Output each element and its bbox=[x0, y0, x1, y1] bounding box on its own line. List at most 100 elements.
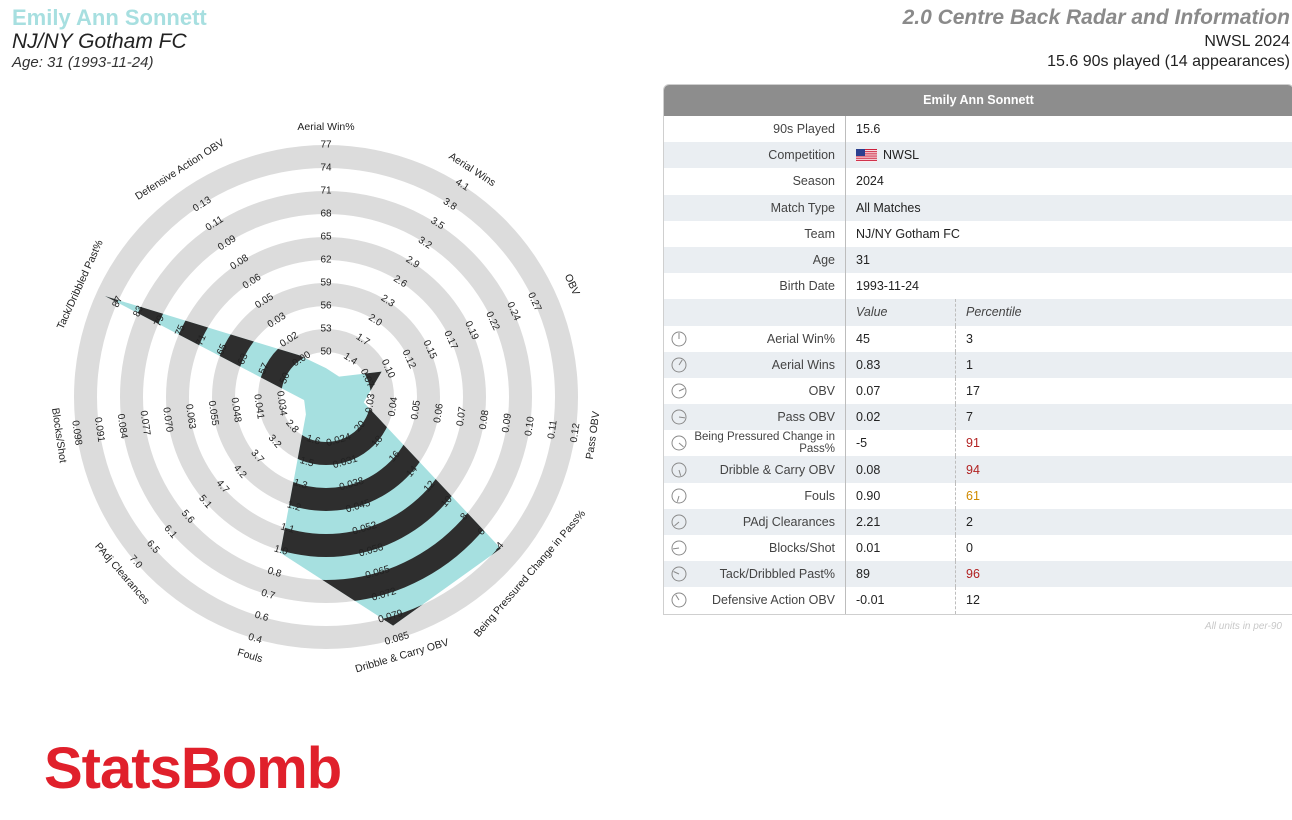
metric-label: Aerial Win% bbox=[694, 325, 846, 352]
age-line: Age: 31 (1993-11-24) bbox=[12, 54, 154, 71]
axis-label: Aerial Win% bbox=[297, 121, 354, 133]
table-row: Competition NWSL bbox=[664, 142, 1292, 169]
tick-label: 1.5 bbox=[299, 455, 316, 470]
metric-header-row: Value Percentile bbox=[664, 299, 1292, 326]
axis-label: OBV bbox=[562, 272, 582, 297]
info-value-text: 1993-11-24 bbox=[856, 279, 920, 294]
empty-cell bbox=[694, 299, 846, 326]
table-row: Defensive Action OBV -0.01 12 bbox=[664, 587, 1292, 614]
tick-label: 50 bbox=[320, 347, 332, 358]
tick-label: 0.4 bbox=[247, 632, 264, 647]
info-table: Emily Ann Sonnett 90s Played 15.6 Competit… bbox=[663, 84, 1292, 615]
metric-label: Fouls bbox=[694, 482, 846, 509]
tick-label: 56 bbox=[320, 301, 332, 312]
metric-value: 0.01 bbox=[846, 535, 956, 562]
played-line: 15.6 90s played (14 appearances) bbox=[1047, 53, 1290, 70]
metric-value: 0.08 bbox=[846, 456, 956, 483]
table-row: Team NJ/NY Gotham FC bbox=[664, 220, 1292, 247]
metric-value: 89 bbox=[846, 561, 956, 588]
tick-label: 50 bbox=[278, 371, 293, 386]
info-value: 1993-11-24 bbox=[846, 273, 919, 299]
tick-label: 75 bbox=[173, 323, 188, 338]
statsbomb-logo: StatsBomb bbox=[44, 736, 342, 801]
axis-label: Pass OBV bbox=[584, 411, 603, 461]
dial-icon bbox=[664, 561, 694, 587]
metric-label: Aerial Wins bbox=[694, 351, 846, 378]
tick-label: 8 bbox=[458, 511, 470, 523]
info-value: 31 bbox=[846, 247, 870, 273]
metric-percentile: 96 bbox=[966, 567, 980, 582]
metric-label: Dribble & Carry OBV bbox=[694, 456, 846, 483]
dial-icon bbox=[664, 430, 694, 456]
metric-percentile: 2 bbox=[966, 514, 973, 529]
info-value-text: 15.6 bbox=[856, 122, 881, 137]
tick-label: 62 bbox=[320, 255, 332, 266]
metric-percentile: 3 bbox=[966, 331, 973, 346]
metric-value: 45 bbox=[846, 325, 956, 352]
table-row: Age 31 bbox=[664, 246, 1292, 274]
metric-value: 0.02 bbox=[846, 404, 956, 431]
tick-label: 0.05 bbox=[409, 399, 423, 420]
tick-label: 63 bbox=[236, 352, 251, 367]
metric-value: 2.21 bbox=[846, 508, 956, 535]
tick-label: 79 bbox=[152, 313, 167, 328]
tick-label: 87 bbox=[111, 294, 126, 309]
tick-label: 0.055 bbox=[206, 400, 221, 427]
player-header: Emily Ann Sonnett NJ/NY Gotham FC Age: 3… bbox=[12, 6, 207, 72]
axis-label: Blocks/Shot bbox=[49, 407, 69, 464]
info-value: NJ/NY Gotham FC bbox=[846, 221, 960, 247]
dial-icon bbox=[664, 483, 694, 509]
info-label: Match Type bbox=[664, 194, 846, 221]
tick-label: 57 bbox=[257, 361, 272, 376]
table-title: Emily Ann Sonnett bbox=[664, 85, 1292, 116]
info-value-text: All Matches bbox=[856, 200, 921, 215]
tick-label: 0.12 bbox=[569, 422, 583, 443]
tick-label: 65 bbox=[320, 232, 332, 243]
player-name: Emily Ann Sonnett bbox=[12, 5, 207, 30]
metric-percentile: 1 bbox=[966, 357, 973, 372]
metric-label: Tack/Dribbled Past% bbox=[694, 561, 846, 588]
tick-label: 74 bbox=[320, 163, 332, 174]
tick-label: 0.09 bbox=[500, 412, 514, 433]
dial-icon bbox=[664, 326, 694, 352]
info-label: Competition bbox=[664, 142, 846, 169]
tick-label: 0.048 bbox=[229, 397, 244, 424]
tick-label: 1.1 bbox=[279, 521, 296, 536]
table-row: Tack/Dribbled Past% 89 96 bbox=[664, 561, 1292, 588]
metric-value: -0.01 bbox=[846, 587, 956, 614]
tick-label: 0.034 bbox=[274, 390, 289, 417]
empty-cell bbox=[664, 299, 694, 325]
info-value-text: 31 bbox=[856, 253, 870, 268]
tick-label: 1.6 bbox=[305, 433, 322, 448]
table-row: Being Pressured Change in Pass% -5 91 bbox=[664, 430, 1292, 457]
metric-percentile: 12 bbox=[966, 593, 980, 608]
tick-label: 1.0 bbox=[273, 543, 290, 558]
metric-label: Pass OBV bbox=[694, 404, 846, 431]
tick-label: 1.3 bbox=[292, 477, 309, 492]
dial-icon bbox=[664, 509, 694, 535]
info-value-text: 2024 bbox=[856, 174, 884, 189]
info-value-text: NWSL bbox=[883, 148, 920, 163]
info-label: Birth Date bbox=[664, 273, 846, 300]
tick-label: 0.077 bbox=[138, 410, 153, 437]
table-row: Fouls 0.90 61 bbox=[664, 482, 1292, 509]
metric-label: Being Pressured Change in Pass% bbox=[694, 430, 846, 457]
tick-label: 0.08 bbox=[478, 409, 492, 430]
percentile-header: Percentile bbox=[966, 305, 1022, 320]
table-row: Birth Date 1993-11-24 bbox=[664, 273, 1292, 300]
tick-label: 0.11 bbox=[546, 419, 560, 440]
radar-title: 2.0 Centre Back Radar and Information bbox=[902, 6, 1290, 29]
units-footnote: All units in per-90 bbox=[1204, 621, 1282, 632]
tick-label: 0.091 bbox=[92, 416, 107, 443]
radar-header: 2.0 Centre Back Radar and Information NW… bbox=[903, 6, 1290, 72]
tick-label: 0.6 bbox=[253, 610, 270, 625]
table-row: Season 2024 bbox=[664, 168, 1292, 195]
table-row: Aerial Wins 0.83 1 bbox=[664, 351, 1292, 378]
tick-label: 83 bbox=[131, 304, 146, 319]
tick-label: 0.07 bbox=[455, 406, 469, 427]
tick-label: 0.084 bbox=[115, 413, 130, 440]
tick-label: 0.8 bbox=[266, 565, 283, 580]
tick-label: 77 bbox=[320, 140, 332, 151]
tick-label: 0.070 bbox=[160, 407, 175, 434]
